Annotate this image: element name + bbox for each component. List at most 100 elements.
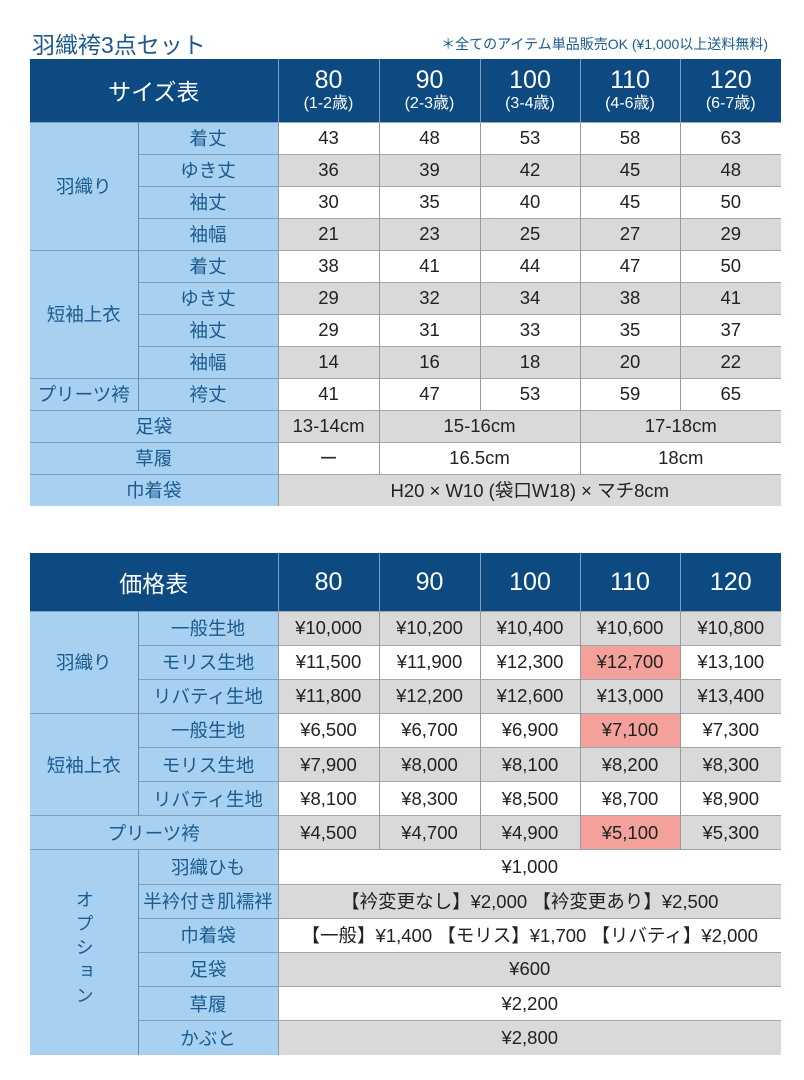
size-table-title: サイズ表 bbox=[30, 59, 278, 122]
table-row: リバティ生地 ¥11,800 ¥12,200 ¥12,600 ¥13,000 ¥13,40… bbox=[30, 678, 781, 714]
measurement-cell: 21 bbox=[277, 217, 379, 250]
options-label: オプション bbox=[73, 890, 94, 1011]
row-label: プリーツ袴 bbox=[30, 815, 278, 850]
size-value: 90 bbox=[415, 66, 444, 95]
measurement-cell: 44 bbox=[479, 249, 580, 282]
age-range: (4-6歳) bbox=[605, 95, 655, 113]
row-label: 着丈 bbox=[138, 249, 278, 282]
age-range: (3-4歳) bbox=[505, 95, 555, 113]
price-column-header: 110 bbox=[579, 553, 680, 611]
table-row: 半衿付き肌襦袢 【衿変更なし】¥2,000 【衿変更あり】¥2,500 bbox=[30, 883, 781, 919]
size-cell: 13-14cm bbox=[277, 409, 379, 442]
measurement-cell: 27 bbox=[579, 217, 680, 250]
page-title: 羽織袴3点セット bbox=[32, 32, 206, 58]
size-column-header: 100 (3-4歳) bbox=[479, 59, 580, 122]
row-label: 袖幅 bbox=[138, 345, 278, 378]
size-cell: 15-16cm bbox=[378, 409, 580, 442]
measurement-cell: 35 bbox=[579, 313, 680, 346]
measurement-cell: 47 bbox=[579, 249, 680, 282]
size-value: 110 bbox=[610, 66, 650, 95]
row-label: 一般生地 bbox=[138, 712, 278, 748]
table-row: リバティ生地 ¥8,100 ¥8,300 ¥8,500 ¥8,700 ¥8,900 bbox=[30, 781, 781, 816]
size-cell: 18cm bbox=[579, 441, 781, 474]
measurement-cell: 34 bbox=[479, 281, 580, 314]
size-table: サイズ表 80 (1-2歳) 90 (2-3歳) 100 (3-4歳) 110 (4-6歳) 12… bbox=[30, 59, 781, 506]
size-value: 120 bbox=[709, 567, 752, 596]
price-cell: ¥5,300 bbox=[679, 815, 781, 850]
size-column-header: 110 (4-6歳) bbox=[579, 59, 680, 122]
table-row: かぶと ¥2,800 bbox=[30, 1020, 781, 1055]
measurement-cell: 36 bbox=[277, 153, 379, 186]
row-label: 草履 bbox=[30, 441, 278, 474]
option-price-cell: ¥2,200 bbox=[277, 986, 781, 1021]
table-row: 羽織り 一般生地 ¥10,000 ¥10,200 ¥10,400 ¥10,600 ¥10,8… bbox=[30, 610, 781, 714]
table-row: 袖丈 29 31 33 35 37 bbox=[30, 313, 781, 346]
price-column-header: 80 bbox=[277, 553, 379, 611]
price-cell: ¥11,900 bbox=[378, 644, 480, 680]
measurement-cell: 33 bbox=[479, 313, 580, 346]
measurement-cell: 43 bbox=[277, 121, 379, 154]
highlighted-price-cell: ¥7,100 bbox=[579, 712, 680, 748]
row-label: 袖丈 bbox=[138, 313, 278, 346]
row-label: 巾着袋 bbox=[138, 917, 278, 953]
price-cell: ¥8,100 bbox=[479, 747, 580, 782]
age-range: (6-7歳) bbox=[705, 95, 756, 113]
row-label: 足袋 bbox=[30, 409, 278, 442]
measurement-cell: 25 bbox=[479, 217, 580, 250]
price-table: 価格表 80 90 100 110 120 羽織り 一般生地 ¥10,000 ¥10,200 ¥1… bbox=[30, 553, 781, 1055]
row-label: 袖幅 bbox=[138, 217, 278, 250]
size-column-header: 90 (2-3歳) bbox=[378, 59, 480, 122]
size-cell: 17-18cm bbox=[579, 409, 781, 442]
measurement-cell: 41 bbox=[679, 281, 781, 314]
row-label: 袴丈 bbox=[138, 377, 278, 410]
price-cell: ¥7,300 bbox=[679, 712, 781, 748]
row-label: 足袋 bbox=[138, 951, 278, 987]
measurement-cell: 22 bbox=[679, 345, 781, 378]
group-label: 短袖上衣 bbox=[30, 249, 139, 378]
price-cell: ¥11,800 bbox=[277, 678, 379, 714]
price-cell: ¥6,500 bbox=[277, 712, 379, 748]
price-cell: ¥8,300 bbox=[378, 781, 480, 816]
row-label: リバティ生地 bbox=[138, 678, 278, 714]
row-label: 羽織ひも bbox=[138, 849, 278, 885]
size-value: 90 bbox=[415, 567, 444, 596]
group-label: 羽織り bbox=[30, 121, 139, 250]
measurement-cell: 38 bbox=[579, 281, 680, 314]
measurement-cell: 39 bbox=[378, 153, 480, 186]
table-row: プリーツ袴 袴丈 41 47 53 59 65 bbox=[30, 377, 781, 410]
price-cell: ¥8,300 bbox=[679, 747, 781, 782]
price-cell: ¥8,700 bbox=[579, 781, 680, 816]
table-row: 袖丈 30 35 40 45 50 bbox=[30, 185, 781, 218]
measurement-cell: 50 bbox=[679, 185, 781, 218]
price-cell: ¥4,700 bbox=[378, 815, 480, 850]
table-row: ゆき丈 29 32 34 38 41 bbox=[30, 281, 781, 314]
measurement-cell: 30 bbox=[277, 185, 379, 218]
price-cell: ¥10,200 bbox=[378, 610, 480, 646]
measurement-cell: 41 bbox=[378, 249, 480, 282]
measurement-cell: 48 bbox=[378, 121, 480, 154]
size-cell: H20 × W10 (袋口W18) × マチ8cm bbox=[277, 473, 781, 506]
table-row: モリス生地 ¥7,900 ¥8,000 ¥8,100 ¥8,200 ¥8,300 bbox=[30, 747, 781, 782]
table-row: 巾着袋 【一般】¥1,400 【モリス】¥1,700 【リバティ】¥2,000 bbox=[30, 917, 781, 953]
size-cell: 16.5cm bbox=[378, 441, 580, 474]
measurement-cell: 14 bbox=[277, 345, 379, 378]
measurement-cell: 58 bbox=[579, 121, 680, 154]
table-row: 短袖上衣 一般生地 ¥6,500 ¥6,700 ¥6,900 ¥7,100 ¥7,300 bbox=[30, 712, 781, 816]
row-label: 一般生地 bbox=[138, 610, 278, 646]
table-row: 袖幅 14 16 18 20 22 bbox=[30, 345, 781, 378]
price-cell: ¥8,000 bbox=[378, 747, 480, 782]
option-price-cell: ¥600 bbox=[277, 951, 781, 987]
table-row: 短袖上衣 着丈 38 41 44 47 50 bbox=[30, 249, 781, 378]
table-row: 足袋 13-14cm 15-16cm 17-18cm bbox=[30, 409, 781, 442]
options-group-label: オプション bbox=[30, 849, 139, 1055]
price-column-header: 100 bbox=[479, 553, 580, 611]
price-cell: ¥12,200 bbox=[378, 678, 480, 714]
measurement-cell: 29 bbox=[679, 217, 781, 250]
measurement-cell: 48 bbox=[679, 153, 781, 186]
price-cell: ¥4,500 bbox=[277, 815, 379, 850]
measurement-cell: 23 bbox=[378, 217, 480, 250]
price-cell: ¥10,600 bbox=[579, 610, 680, 646]
price-cell: ¥8,200 bbox=[579, 747, 680, 782]
row-label: リバティ生地 bbox=[138, 781, 278, 816]
measurement-cell: 53 bbox=[479, 377, 580, 410]
